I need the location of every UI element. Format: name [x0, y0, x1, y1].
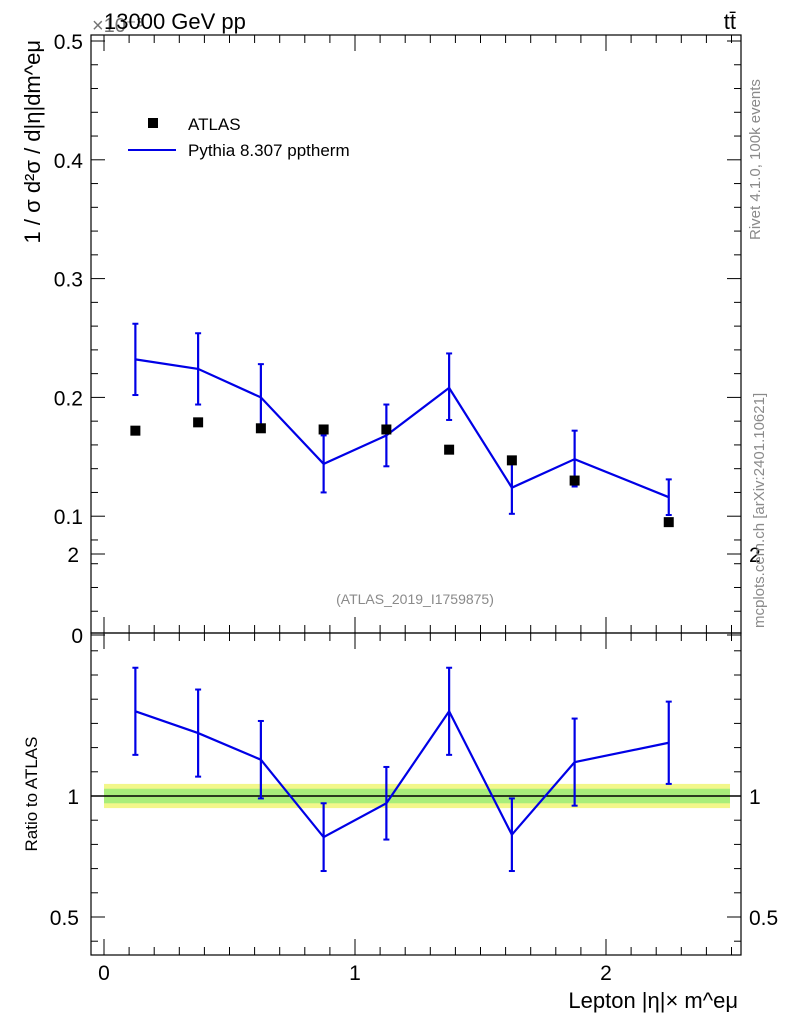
legend-atlas-marker: [148, 118, 158, 128]
atlas-data-point: [255, 423, 266, 434]
x-tick-label: 2: [600, 962, 612, 985]
legend-pythia-label: Pythia 8.307 pptherm: [188, 141, 350, 160]
x-tick-label: 0: [98, 962, 110, 985]
x-tick-label: 1: [349, 962, 361, 985]
ratio-uncertainty-band: [91, 783, 741, 809]
ratio-y-tick-label-left: 1: [67, 786, 79, 809]
atlas-data-point: [381, 424, 392, 435]
atlas-data-point: [130, 425, 141, 436]
main-y-tick-label: 0.2: [54, 387, 83, 410]
ratio-y-tick-label-left: 2: [67, 544, 79, 567]
mcplots-label: mcplots.cern.ch [arXiv:2401.10621]: [751, 393, 768, 628]
main-y-tick-label: 0.3: [54, 269, 83, 292]
ratio-y-axis-title: Ratio to ATLAS: [22, 737, 41, 852]
ratio-plot-marks: [132, 666, 672, 873]
axis-ticks: [91, 35, 741, 955]
atlas-data-point: [444, 444, 455, 455]
ratio-plot-frame: [90, 632, 742, 956]
ratio-y-tick-label-right: 2: [749, 544, 761, 567]
rivet-label: Rivet 4.1.0, 100k events: [747, 79, 764, 240]
ratio-y-tick-label-right: 0.5: [749, 907, 778, 930]
atlas-data-point: [569, 475, 580, 486]
atlas-data-point: [663, 517, 674, 528]
x-axis-title: Lepton |η|× m^eμ: [568, 988, 738, 1013]
main-y-axis-title: 1 / σ d²σ / d|η|dm^eμ: [20, 40, 45, 243]
ratio-line: [135, 709, 669, 839]
ratio-y-tick-label-left: 0.5: [50, 907, 79, 930]
scale-factor-label: ×10⁻³: [92, 15, 143, 37]
atlas-data-point: [193, 417, 204, 428]
process-label: tt̄: [724, 9, 736, 34]
pythia-line: [135, 358, 670, 499]
main-y-tick-label: 0.5: [54, 31, 83, 54]
legend-atlas-label: ATLAS: [188, 115, 241, 134]
ratio-y-tick-label-right: 1: [749, 786, 761, 809]
tick-labels: 0 0.1 0.2 0.3 0.4 0.5 0.5 0.5 1 1 2 2 0 1 2: [50, 31, 778, 985]
energy-label: 13000 GeV pp: [104, 9, 246, 34]
main-y-tick-label: 0: [71, 625, 83, 648]
main-plot-marks: [130, 322, 674, 528]
atlas-data-point: [506, 455, 517, 466]
analysis-id: (ATLAS_2019_I1759875): [336, 591, 494, 607]
main-y-tick-label: 0.1: [54, 506, 83, 529]
atlas-data-point: [318, 424, 329, 435]
main-y-tick-label: 0.4: [54, 150, 84, 173]
